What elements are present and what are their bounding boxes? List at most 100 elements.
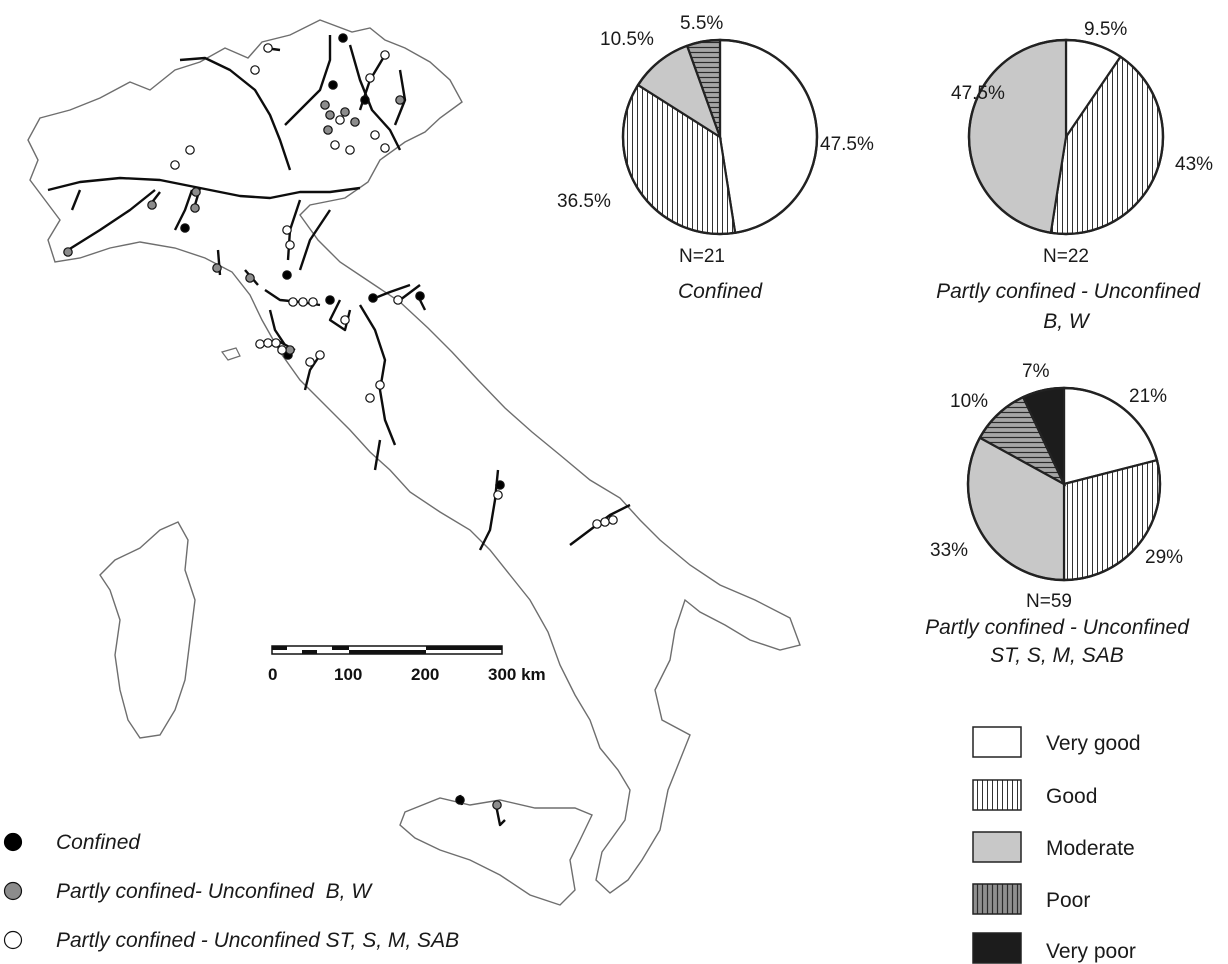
site-partly-st [255,339,265,349]
pie-percent-label: 10.5% [600,29,654,50]
site-partly-bw [323,125,333,135]
site-partly-st [340,315,350,325]
site-partly-bw [147,200,157,210]
pie-outline [966,386,1162,582]
pie-percent-label: 5.5% [680,13,723,34]
legend-swatch-poor [972,883,1022,915]
pie-n-label: N=22 [1043,246,1089,267]
site-confined [325,295,335,305]
site-partly-st [330,140,340,150]
site-partly-st [271,338,281,348]
pie-n-label: N=21 [679,246,725,267]
pie-percent-label: 43% [1175,154,1213,175]
elba-outline [220,347,241,361]
sardinia-outline [99,521,196,739]
site-confined [328,80,338,90]
site-partly-st [370,130,380,140]
site-partly-st [277,345,287,355]
site-partly-bw [350,117,360,127]
site-confined [495,480,505,490]
pie-percent-label: 29% [1145,547,1183,568]
site-confined [180,223,190,233]
mainland-outline [27,19,801,894]
scale-bar: 0 100 200 300 km [268,645,546,684]
legend-label-confined: Confined [56,831,141,854]
legend-label-partly-bw: Partly confined- Unconfined B, W [56,880,373,903]
pie-percent-label: 10% [950,391,988,412]
site-partly-bw [320,100,330,110]
pie-subtitle: B, W [1043,310,1091,333]
site-partly-bw [285,345,295,355]
scale-label: 300 km [488,665,546,684]
site-partly-st [305,357,315,367]
site-partly-st [298,297,308,307]
pie-percent-label: 21% [1129,386,1167,407]
site-confined [415,291,425,301]
pie-chart: 47.5% 36.5% 10.5% 5.5% N=21 Confined [557,13,874,303]
site-partly-bw [245,273,255,283]
site-partly-st [250,65,260,75]
site-partly-st [288,297,298,307]
site-confined [368,293,378,303]
rivers [47,35,631,827]
pie-percent-label: 47.5% [951,83,1005,104]
pie-percent-label: 36.5% [557,191,611,212]
legend-dot-partly-st [3,930,23,950]
legend-swatch-good [972,779,1022,811]
site-partly-st [285,240,295,250]
site-partly-st [308,297,318,307]
site-confined [360,95,370,105]
site-partly-bw [190,203,200,213]
legend-label-poor: Poor [1046,889,1090,912]
italy-map: 0 100 200 300 km [27,19,801,906]
legend-dot-confined [3,832,23,852]
site-partly-st [263,338,273,348]
site-partly-st [263,43,273,53]
pie-n-label: N=59 [1026,591,1072,612]
site-partly-bw [340,107,350,117]
site-partly-bw [212,263,222,273]
site-partly-bw [191,187,201,197]
site-partly-bw [63,247,73,257]
pie-subtitle: ST, S, M, SAB [990,644,1123,667]
site-partly-bw [325,110,335,120]
legend-label-very-good: Very good [1046,732,1141,755]
legend-swatch-moderate [972,831,1022,863]
map-legend: Confined Partly confined- Unconfined B, … [3,831,459,952]
legend-label-partly-st: Partly confined - Unconfined ST, S, M, S… [56,929,459,952]
site-partly-st [282,225,292,235]
site-partly-bw [492,800,502,810]
sicily-outline [399,797,593,906]
pie-charts: 47.5% 36.5% 10.5% 5.5% N=21 Confined 9.5% 43% 47… [557,13,1213,667]
pie-percent-label: 33% [930,540,968,561]
legend-swatch-very-poor [972,932,1022,964]
site-partly-st [393,295,403,305]
site-partly-st [185,145,195,155]
legend-dot-partly-bw [3,881,23,901]
legend-label-very-poor: Very poor [1046,940,1136,963]
site-partly-st [365,73,375,83]
pie-slice-very-good [718,38,819,235]
site-confined [338,33,348,43]
scale-label: 0 [268,665,277,684]
pie-percent-label: 47.5% [820,134,874,155]
site-partly-st [493,490,503,500]
site-partly-st [345,145,355,155]
legend-swatch-very-good [972,726,1022,758]
scale-label: 200 [411,665,439,684]
site-partly-st [608,515,618,525]
sample-points [63,33,618,810]
site-partly-st [170,160,180,170]
pie-slice-moderate [967,38,1068,235]
pie-percent-label: 9.5% [1084,19,1127,40]
pie-title: Partly confined - Unconfined [936,280,1201,303]
pie-title: Confined [678,280,763,303]
legend-label-moderate: Moderate [1046,837,1135,860]
pie-chart: 9.5% 43% 47.5% N=22 Partly confined - Unconf… [936,19,1213,333]
scale-label: 100 [334,665,362,684]
site-confined [282,270,292,280]
site-confined [455,795,465,805]
site-partly-st [375,380,385,390]
site-partly-bw [395,95,405,105]
